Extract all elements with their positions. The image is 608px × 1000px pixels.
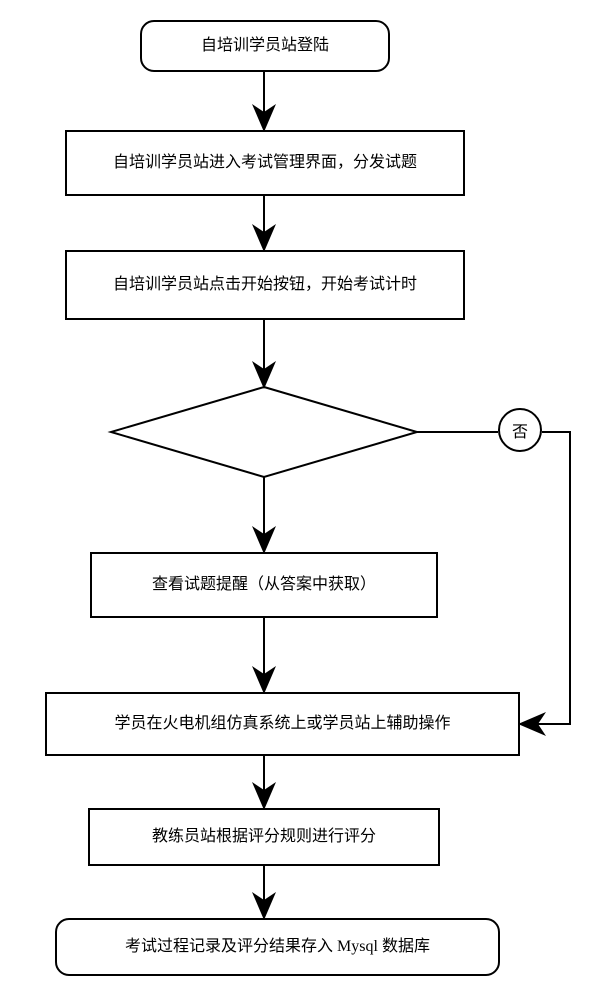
node-login: 自培训学员站登陆 xyxy=(140,20,390,72)
decision-view-reminder-shape xyxy=(111,387,417,477)
node-instructor-score: 教练员站根据评分规则进行评分 xyxy=(88,808,440,866)
decision-view-reminder-label: 是否查看试题提醒？ xyxy=(192,420,336,444)
node-view-reminder-label: 查看试题提醒（从答案中获取） xyxy=(152,574,376,596)
node-store-db-label: 考试过程记录及评分结果存入 Mysql 数据库 xyxy=(125,936,430,958)
node-student-operation: 学员在火电机组仿真系统上或学员站上辅助操作 xyxy=(45,692,520,756)
node-enter-exam-label: 自培训学员站进入考试管理界面，分发试题 xyxy=(113,152,417,174)
edge-no-to-op xyxy=(522,432,570,724)
node-store-db: 考试过程记录及评分结果存入 Mysql 数据库 xyxy=(55,918,500,976)
node-enter-exam: 自培训学员站进入考试管理界面，分发试题 xyxy=(65,130,465,196)
node-login-label: 自培训学员站登陆 xyxy=(201,35,329,57)
decision-view-reminder-label-wrap: 是否查看试题提醒？ xyxy=(139,387,389,477)
node-start-timer: 自培训学员站点击开始按钮，开始考试计时 xyxy=(65,250,465,320)
node-student-operation-label: 学员在火电机组仿真系统上或学员站上辅助操作 xyxy=(114,713,450,735)
decision-no-label: 否 xyxy=(512,418,528,442)
node-view-reminder: 查看试题提醒（从答案中获取） xyxy=(90,552,438,618)
node-start-timer-label: 自培训学员站点击开始按钮，开始考试计时 xyxy=(113,274,417,296)
decision-no-circle: 否 xyxy=(498,408,542,452)
node-instructor-score-label: 教练员站根据评分规则进行评分 xyxy=(152,826,376,848)
